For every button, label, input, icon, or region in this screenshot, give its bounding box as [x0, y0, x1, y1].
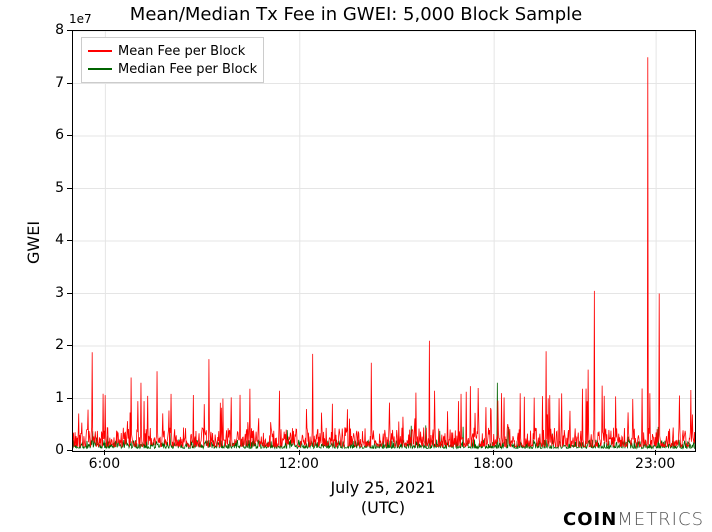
watermark: COINMETRICS	[563, 509, 704, 530]
y-tick-mark	[67, 135, 72, 136]
watermark-light: METRICS	[617, 509, 704, 530]
x-axis-label-date: July 25, 2021	[72, 478, 694, 497]
x-tick-mark	[104, 450, 105, 455]
y-tick-mark	[67, 345, 72, 346]
legend-label: Mean Fee per Block	[118, 44, 245, 59]
y-tick-label: 6	[34, 127, 64, 143]
y-tick-mark	[67, 293, 72, 294]
chart-title: Mean/Median Tx Fee in GWEI: 5,000 Block …	[0, 4, 712, 25]
x-tick-label: 12:00	[279, 456, 319, 472]
x-tick-label: 23:00	[635, 456, 675, 472]
legend-line	[88, 50, 112, 52]
x-tick-label: 6:00	[89, 456, 120, 472]
x-tick-label: 18:00	[473, 456, 513, 472]
y-tick-mark	[67, 398, 72, 399]
y-tick-label: 5	[34, 180, 64, 196]
watermark-bold: COIN	[563, 509, 617, 530]
legend-label: Median Fee per Block	[118, 62, 257, 77]
x-tick-mark	[493, 450, 494, 455]
y-tick-label: 2	[34, 337, 64, 353]
plot-area: Mean Fee per Block Median Fee per Block	[72, 30, 696, 452]
y-tick-label: 7	[34, 75, 64, 91]
data-svg	[73, 31, 695, 451]
y-tick-mark	[67, 30, 72, 31]
legend-item: Mean Fee per Block	[88, 42, 257, 60]
y-tick-mark	[67, 83, 72, 84]
y-tick-mark	[67, 188, 72, 189]
figure: Mean/Median Tx Fee in GWEI: 5,000 Block …	[0, 0, 712, 532]
y-tick-label: 4	[34, 232, 64, 248]
y-tick-mark	[67, 240, 72, 241]
y-tick-mark	[67, 450, 72, 451]
y-tick-label: 0	[34, 442, 64, 458]
y-tick-label: 1	[34, 390, 64, 406]
legend-line	[88, 68, 112, 70]
x-tick-mark	[655, 450, 656, 455]
legend-item: Median Fee per Block	[88, 60, 257, 78]
x-tick-mark	[299, 450, 300, 455]
y-tick-label: 3	[34, 285, 64, 301]
y-tick-label: 8	[34, 22, 64, 38]
legend: Mean Fee per Block Median Fee per Block	[81, 37, 264, 83]
y-exponent-label: 1e7	[69, 12, 92, 26]
mean-line	[73, 57, 695, 447]
